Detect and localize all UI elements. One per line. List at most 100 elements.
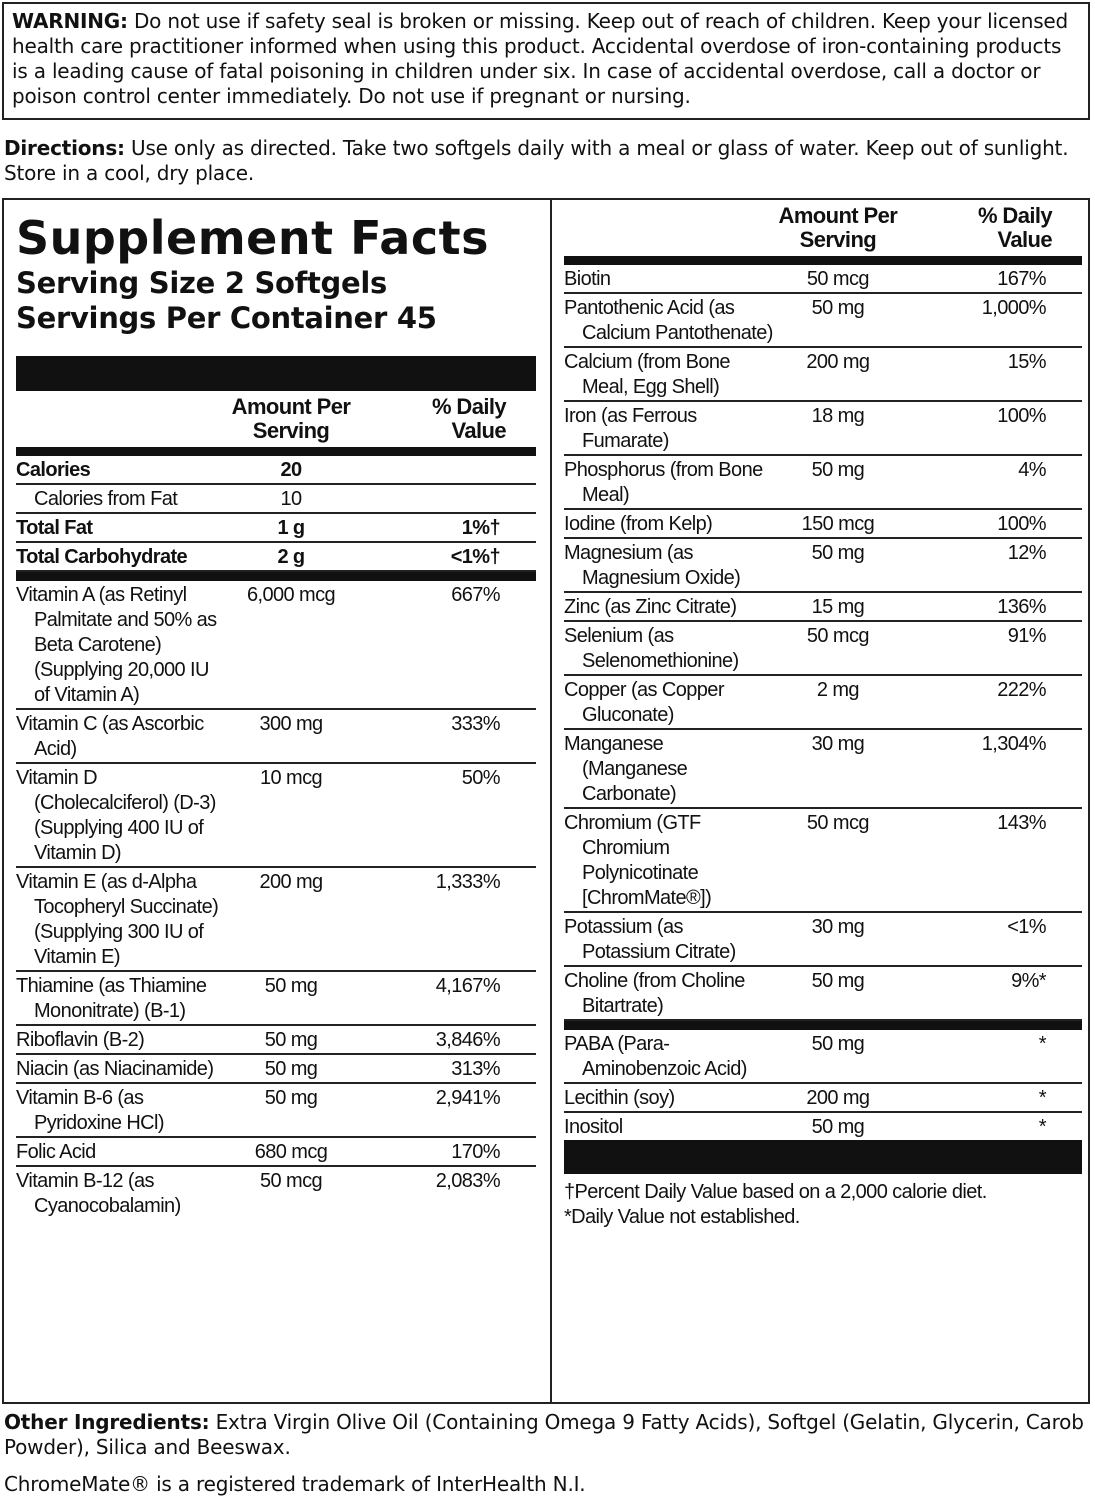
nutrient-amount: 10 mcg xyxy=(260,767,323,789)
left-table: Amount Per Serving % Daily Value Calories 2… xyxy=(16,391,536,1219)
directions-label: Directions: xyxy=(4,136,125,160)
nutrient-amount: 200 mg xyxy=(806,1087,870,1109)
nutrient-dv: 100% xyxy=(997,405,1046,427)
nutrient-amount: 50 mg xyxy=(264,1029,318,1051)
nutrient-name: Thiamine (as Thiamine Mononitrate) (B-1) xyxy=(16,975,207,1022)
nutrient-dv: * xyxy=(1038,1116,1047,1138)
nutrient-amount: 50 mg xyxy=(811,1033,865,1055)
nutrient-row: Inositol 50 mg * xyxy=(564,1113,1082,1140)
bar xyxy=(564,1021,1082,1030)
warning-box: WARNING: Do not use if safety seal is br… xyxy=(2,2,1090,120)
nutrient-name: Zinc (as Zinc Citrate) xyxy=(564,596,737,618)
nutrient-amount: 680 mcg xyxy=(254,1141,328,1163)
nutrient-row: Choline (from Choline Bitartrate) 50 mg 9%… xyxy=(564,967,1082,1021)
nutrient-row: Vitamin D (Cholecalciferol) (D-3) (Suppl… xyxy=(16,764,536,868)
nutrient-amount: 18 mg xyxy=(811,405,865,427)
nutrient-dv: 2,083% xyxy=(435,1170,501,1192)
bar xyxy=(16,447,536,456)
nutrient-dv: 1,000% xyxy=(981,297,1047,319)
nutrient-name: Phosphorus (from Bone Meal) xyxy=(564,459,763,506)
footnote: *Daily Value not established. xyxy=(564,1206,800,1228)
nutrient-row: Folic Acid 680 mcg 170% xyxy=(16,1138,536,1167)
nutrient-amount: 50 mcg xyxy=(260,1170,323,1192)
nutrient-amount: 50 mg xyxy=(264,1058,318,1080)
nutrient-name: Copper (as Copper Gluconate) xyxy=(564,679,724,726)
nutrient-dv: 91% xyxy=(1007,625,1047,647)
nutrient-amount: 15 mg xyxy=(811,596,865,618)
nutrient-dv: 2,941% xyxy=(435,1087,501,1109)
nutrient-amount: 50 mg xyxy=(811,459,865,481)
nutrient-amount: 50 mcg xyxy=(806,268,870,290)
nutrient-amount: 150 mcg xyxy=(801,513,875,535)
nutrient-row: Riboflavin (B-2) 50 mg 3,846% xyxy=(16,1026,536,1055)
header-dv: % Daily Value xyxy=(977,203,1053,252)
nutrient-name: Total Carbohydrate xyxy=(16,546,188,568)
nutrient-dv: 1%† xyxy=(461,517,501,539)
nutrient-name: Iodine (from Kelp) xyxy=(564,513,713,535)
nutrient-dv: * xyxy=(1038,1087,1047,1109)
nutrient-name: Riboflavin (B-2) xyxy=(16,1029,145,1051)
nutrient-row: Lecithin (soy) 200 mg * xyxy=(564,1084,1082,1113)
other-text: Extra Virgin Olive Oil (Containing Omega… xyxy=(4,1410,1084,1459)
nutrient-amount: 200 mg xyxy=(806,351,870,373)
header-amount: Amount Per Serving xyxy=(778,203,898,252)
nutrient-row: Biotin 50 mcg 167% xyxy=(564,265,1082,294)
nutrient-row: Manganese (Manganese Carbonate) 30 mg 1,30… xyxy=(564,730,1082,809)
nutrient-name: Calcium (from Bone Meal, Egg Shell) xyxy=(564,351,731,398)
nutrient-name: Calories xyxy=(16,459,91,481)
left-panel: Supplement Facts Serving Size 2 Softgels… xyxy=(16,200,536,1402)
nutrient-amount: 50 mg xyxy=(811,297,865,319)
nutrient-row: Pantothenic Acid (as Calcium Pantothenat… xyxy=(564,294,1082,348)
nutrient-name: Magnesium (as Magnesium Oxide) xyxy=(564,542,741,589)
nutrient-row: Vitamin A (as Retinyl Palmitate and 50% … xyxy=(16,581,536,710)
nutrient-row: PABA (Para-Aminobenzoic Acid) 50 mg * xyxy=(564,1030,1082,1084)
nutrient-dv: 222% xyxy=(997,679,1046,701)
nutrient-amount: 50 mg xyxy=(811,970,865,992)
directions-text: Use only as directed. Take two softgels … xyxy=(4,136,1069,185)
nutrient-name: Vitamin C (as Ascorbic Acid) xyxy=(16,713,204,760)
nutrient-name: PABA (Para-Aminobenzoic Acid) xyxy=(564,1033,747,1080)
nutrient-name: Manganese (Manganese Carbonate) xyxy=(564,733,688,805)
trademark: ChromeMate® is a registered trademark of… xyxy=(4,1472,586,1496)
other-ingredients: Other Ingredients: Extra Virgin Olive Oi… xyxy=(4,1410,1092,1460)
nutrient-row: Vitamin B-12 (as Cyanocobalamin) 50 mcg 2,… xyxy=(16,1167,536,1219)
nutrient-row: Total Carbohydrate 2 g <1%† xyxy=(16,543,536,572)
nutrient-name: Iron (as Ferrous Fumarate) xyxy=(564,405,697,452)
footnotes: †Percent Daily Value based on a 2,000 ca… xyxy=(564,1180,1082,1230)
nutrient-row: Total Fat 1 g 1%† xyxy=(16,514,536,543)
right-table: Amount Per Serving % Daily Value Biotin 50 … xyxy=(564,200,1082,1140)
nutrient-name: Calories from Fat xyxy=(34,488,178,510)
nutrient-dv: 9%* xyxy=(1011,970,1046,992)
nutrient-dv: 100% xyxy=(997,513,1046,535)
nutrient-dv: 136% xyxy=(997,596,1046,618)
nutrient-row: Vitamin B-6 (as Pyridoxine HCl) 50 mg 2,94… xyxy=(16,1084,536,1138)
nutrient-amount: 30 mg xyxy=(811,916,865,938)
nutrient-dv: 15% xyxy=(1007,351,1047,373)
nutrient-name: Folic Acid xyxy=(16,1141,96,1163)
nutrient-dv: 313% xyxy=(451,1058,500,1080)
supplement-facts: Supplement Facts Serving Size 2 Softgels… xyxy=(2,198,1090,1404)
nutrient-row: Chromium (GTF Chromium Polynicotinate [C… xyxy=(564,809,1082,913)
bar xyxy=(564,256,1082,265)
column-header: Amount Per Serving % Daily Value xyxy=(564,200,1082,256)
nutrient-amount: 6,000 mcg xyxy=(247,584,336,606)
header-amount: Amount Per Serving xyxy=(231,394,351,443)
nutrient-amount: 20 xyxy=(280,459,302,481)
nutrient-dv: 143% xyxy=(997,812,1046,834)
nutrient-amount: 1 g xyxy=(277,517,305,539)
footnote: †Percent Daily Value based on a 2,000 ca… xyxy=(564,1181,987,1203)
header-dv: % Daily Value xyxy=(431,394,507,443)
nutrient-dv: 1,333% xyxy=(435,871,501,893)
nutrient-dv: 4% xyxy=(1018,459,1046,481)
nutrient-dv: <1%† xyxy=(450,546,501,568)
nutrient-name: Biotin xyxy=(564,268,611,290)
bar xyxy=(16,572,536,581)
nutrient-dv: 170% xyxy=(451,1141,500,1163)
nutrient-dv: 667% xyxy=(451,584,500,606)
nutrient-name: Inositol xyxy=(564,1116,623,1138)
nutrient-row: Calcium (from Bone Meal, Egg Shell) 200 m… xyxy=(564,348,1082,402)
nutrient-amount: 50 mg xyxy=(264,975,318,997)
nutrient-name: Potassium (as Potassium Citrate) xyxy=(564,916,736,963)
nutrient-dv: * xyxy=(1038,1033,1047,1055)
